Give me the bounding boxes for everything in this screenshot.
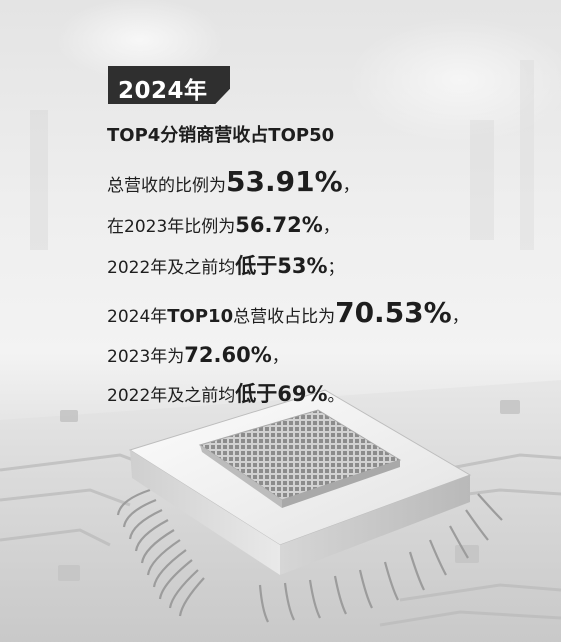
line-6-prefix: 2023年为	[107, 347, 185, 367]
text-line-6: 2023年为72.60%，	[107, 345, 289, 366]
line-7-value: 低于69%	[235, 382, 328, 406]
line-7-suffix: 。	[327, 386, 345, 406]
line-5-suffix: ，	[451, 307, 469, 327]
year-badge: 2024年	[108, 66, 230, 104]
line-4-prefix: 2022年及之前均	[107, 258, 236, 278]
line-5-prefix: 2024年	[107, 307, 168, 327]
line-4-suffix: ；	[327, 258, 345, 278]
text-line-1: TOP4分销商营收占TOP50	[107, 127, 334, 145]
line-6-suffix: ，	[271, 347, 289, 367]
line-6-value: 72.60%	[184, 343, 272, 367]
line-4-value: 低于53%	[235, 254, 328, 278]
line-3-value: 56.72%	[235, 213, 323, 237]
text-line-4: 2022年及之前均低于53%；	[107, 256, 345, 277]
line-3-prefix: 在2023年比例为	[107, 217, 236, 237]
line-2-prefix: 总营收的比例为	[107, 176, 226, 196]
line-5-value: 70.53%	[335, 296, 452, 329]
line-5-top10: TOP10	[167, 306, 234, 327]
year-badge-text: 2024年	[118, 78, 208, 104]
line-2-value: 53.91%	[226, 165, 343, 198]
line-7-prefix: 2022年及之前均	[107, 386, 236, 406]
line-1-text: TOP4分销商营收占TOP50	[107, 125, 335, 146]
text-line-3: 在2023年比例为56.72%，	[107, 215, 340, 236]
text-line-2: 总营收的比例为53.91%，	[107, 168, 360, 196]
line-3-suffix: ，	[322, 217, 340, 237]
line-5-mid: 总营收占比为	[233, 307, 336, 327]
line-2-suffix: ，	[342, 176, 360, 196]
text-line-7: 2022年及之前均低于69%。	[107, 384, 345, 405]
text-line-5: 2024年TOP10总营收占比为70.53%，	[107, 299, 469, 327]
